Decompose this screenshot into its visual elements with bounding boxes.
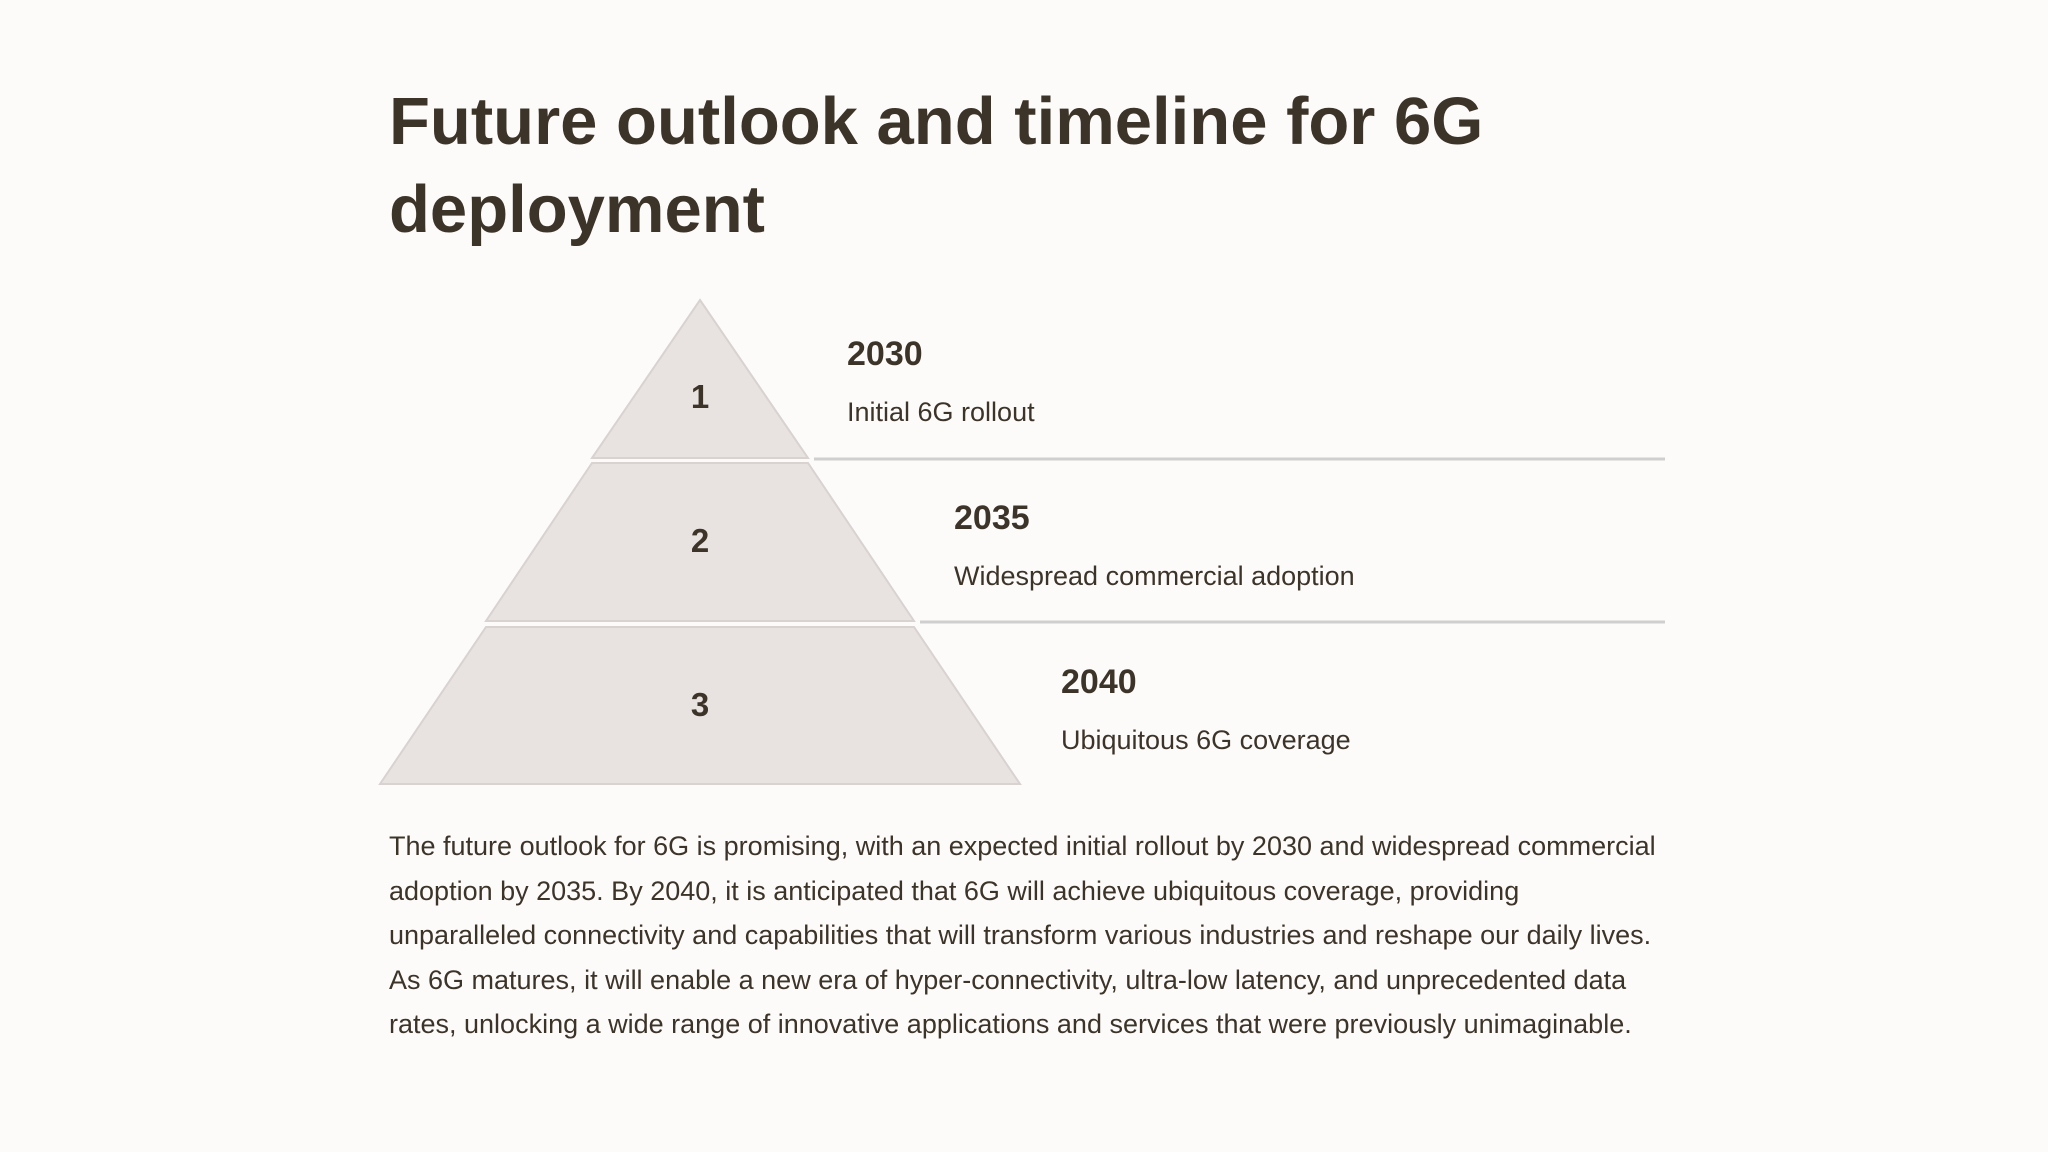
- tier-1-number: 1: [691, 378, 709, 415]
- summary-paragraph: The future outlook for 6G is promising, …: [389, 831, 1656, 1039]
- tier-2-description: Widespread commercial adoption: [954, 561, 1355, 591]
- pyramid-tier-3: [378, 626, 1022, 785]
- tier-2-year: 2035: [954, 499, 1030, 537]
- tier-1-text: 2030 Initial 6G rollout: [847, 334, 1035, 428]
- tier-2-number: 2: [691, 522, 709, 559]
- pyramid-tier-1: [590, 298, 810, 459]
- tier-1-year: 2030: [847, 335, 923, 373]
- tier-3-description: Ubiquitous 6G coverage: [1061, 725, 1351, 755]
- tier-3-text: 2040 Ubiquitous 6G coverage: [1061, 662, 1351, 756]
- tier-3-year: 2040: [1061, 663, 1137, 701]
- pyramid-tier-2: [484, 462, 916, 622]
- tier-2-text: 2035 Widespread commercial adoption: [954, 498, 1355, 592]
- tier-3-number: 3: [691, 686, 709, 723]
- tier-1-description: Initial 6G rollout: [847, 397, 1035, 427]
- slide-title: Future outlook and timeline for 6G deplo…: [389, 84, 1484, 247]
